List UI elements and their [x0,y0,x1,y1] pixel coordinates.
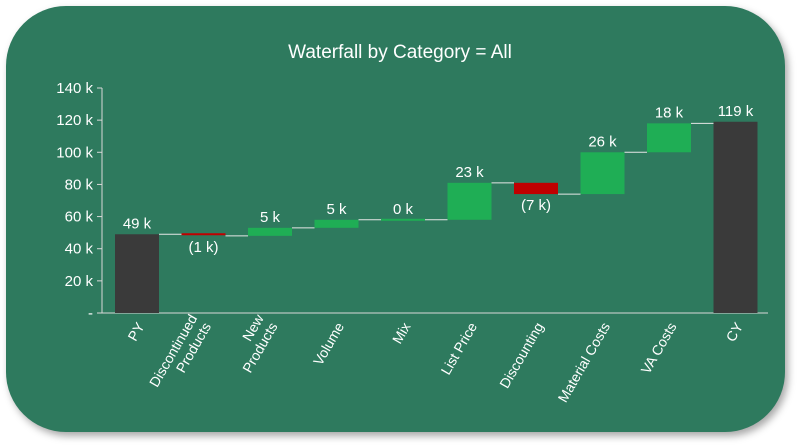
data-label: 5 k [326,201,347,218]
bar-cy [713,121,758,313]
category-label: Material Costs [555,320,614,405]
category-label-line: Material Costs [555,320,614,405]
data-label: 26 k [588,133,617,150]
category-label-line: Volume [310,319,347,368]
category-label-line: CY [723,319,747,344]
bars [115,121,758,313]
bar-discounting [514,182,558,195]
data-label: 49 k [123,215,152,232]
category-label: Volume [310,319,347,368]
data-label: (1 k) [189,239,219,256]
y-tick-label: 120 k [56,112,93,129]
bar-new-products [248,227,292,236]
bar-mix [381,218,425,221]
category-label-line: Mix [389,320,414,347]
y-tick-label: 60 k [65,209,94,226]
data-label: (7 k) [521,197,551,214]
y-tick-label: 100 k [56,144,93,161]
data-label: 5 k [260,209,281,226]
y-tick-label: 80 k [65,176,94,193]
connector-lines [159,122,714,237]
data-label: 0 k [393,201,414,218]
y-tick-label: 20 k [65,273,94,290]
category-label: Discounting [496,320,546,391]
bar-volume [314,219,359,228]
data-label: 18 k [655,104,684,121]
y-tick-label: - [88,305,93,322]
category-label: List Price [437,319,480,377]
category-label-line: List Price [437,319,480,377]
bar-va-costs [647,123,691,153]
category-label: NewProducts [225,311,281,376]
chart-title: Waterfall by Category = All [288,42,512,63]
category-label-line: VA Costs [637,320,679,377]
y-tick-label: 40 k [65,241,94,258]
category-label: PY [124,319,148,344]
category-label-line: Discounting [496,320,546,391]
y-tick-label: 140 k [56,80,93,97]
data-label: 119 k [718,103,754,120]
bar-material-costs [580,152,625,195]
bar-discontinued-products [181,233,226,236]
bar-py [115,234,159,313]
bar-list-price [447,182,492,220]
category-label: CY [723,319,747,344]
data-labels: 49 k (1 k) 5 k 5 k 0 k 23 k (7 k) 26 k 18 k 119 k [123,103,754,256]
data-label: 23 k [455,164,484,181]
category-label: Mix [389,320,414,347]
category-label-line: PY [124,319,148,344]
y-axis: - 20 k 40 k 60 k 80 k 100 k 120 k 140 k [56,80,768,322]
category-label: VA Costs [637,320,679,377]
category-label: DiscontinuedProducts [146,312,214,398]
